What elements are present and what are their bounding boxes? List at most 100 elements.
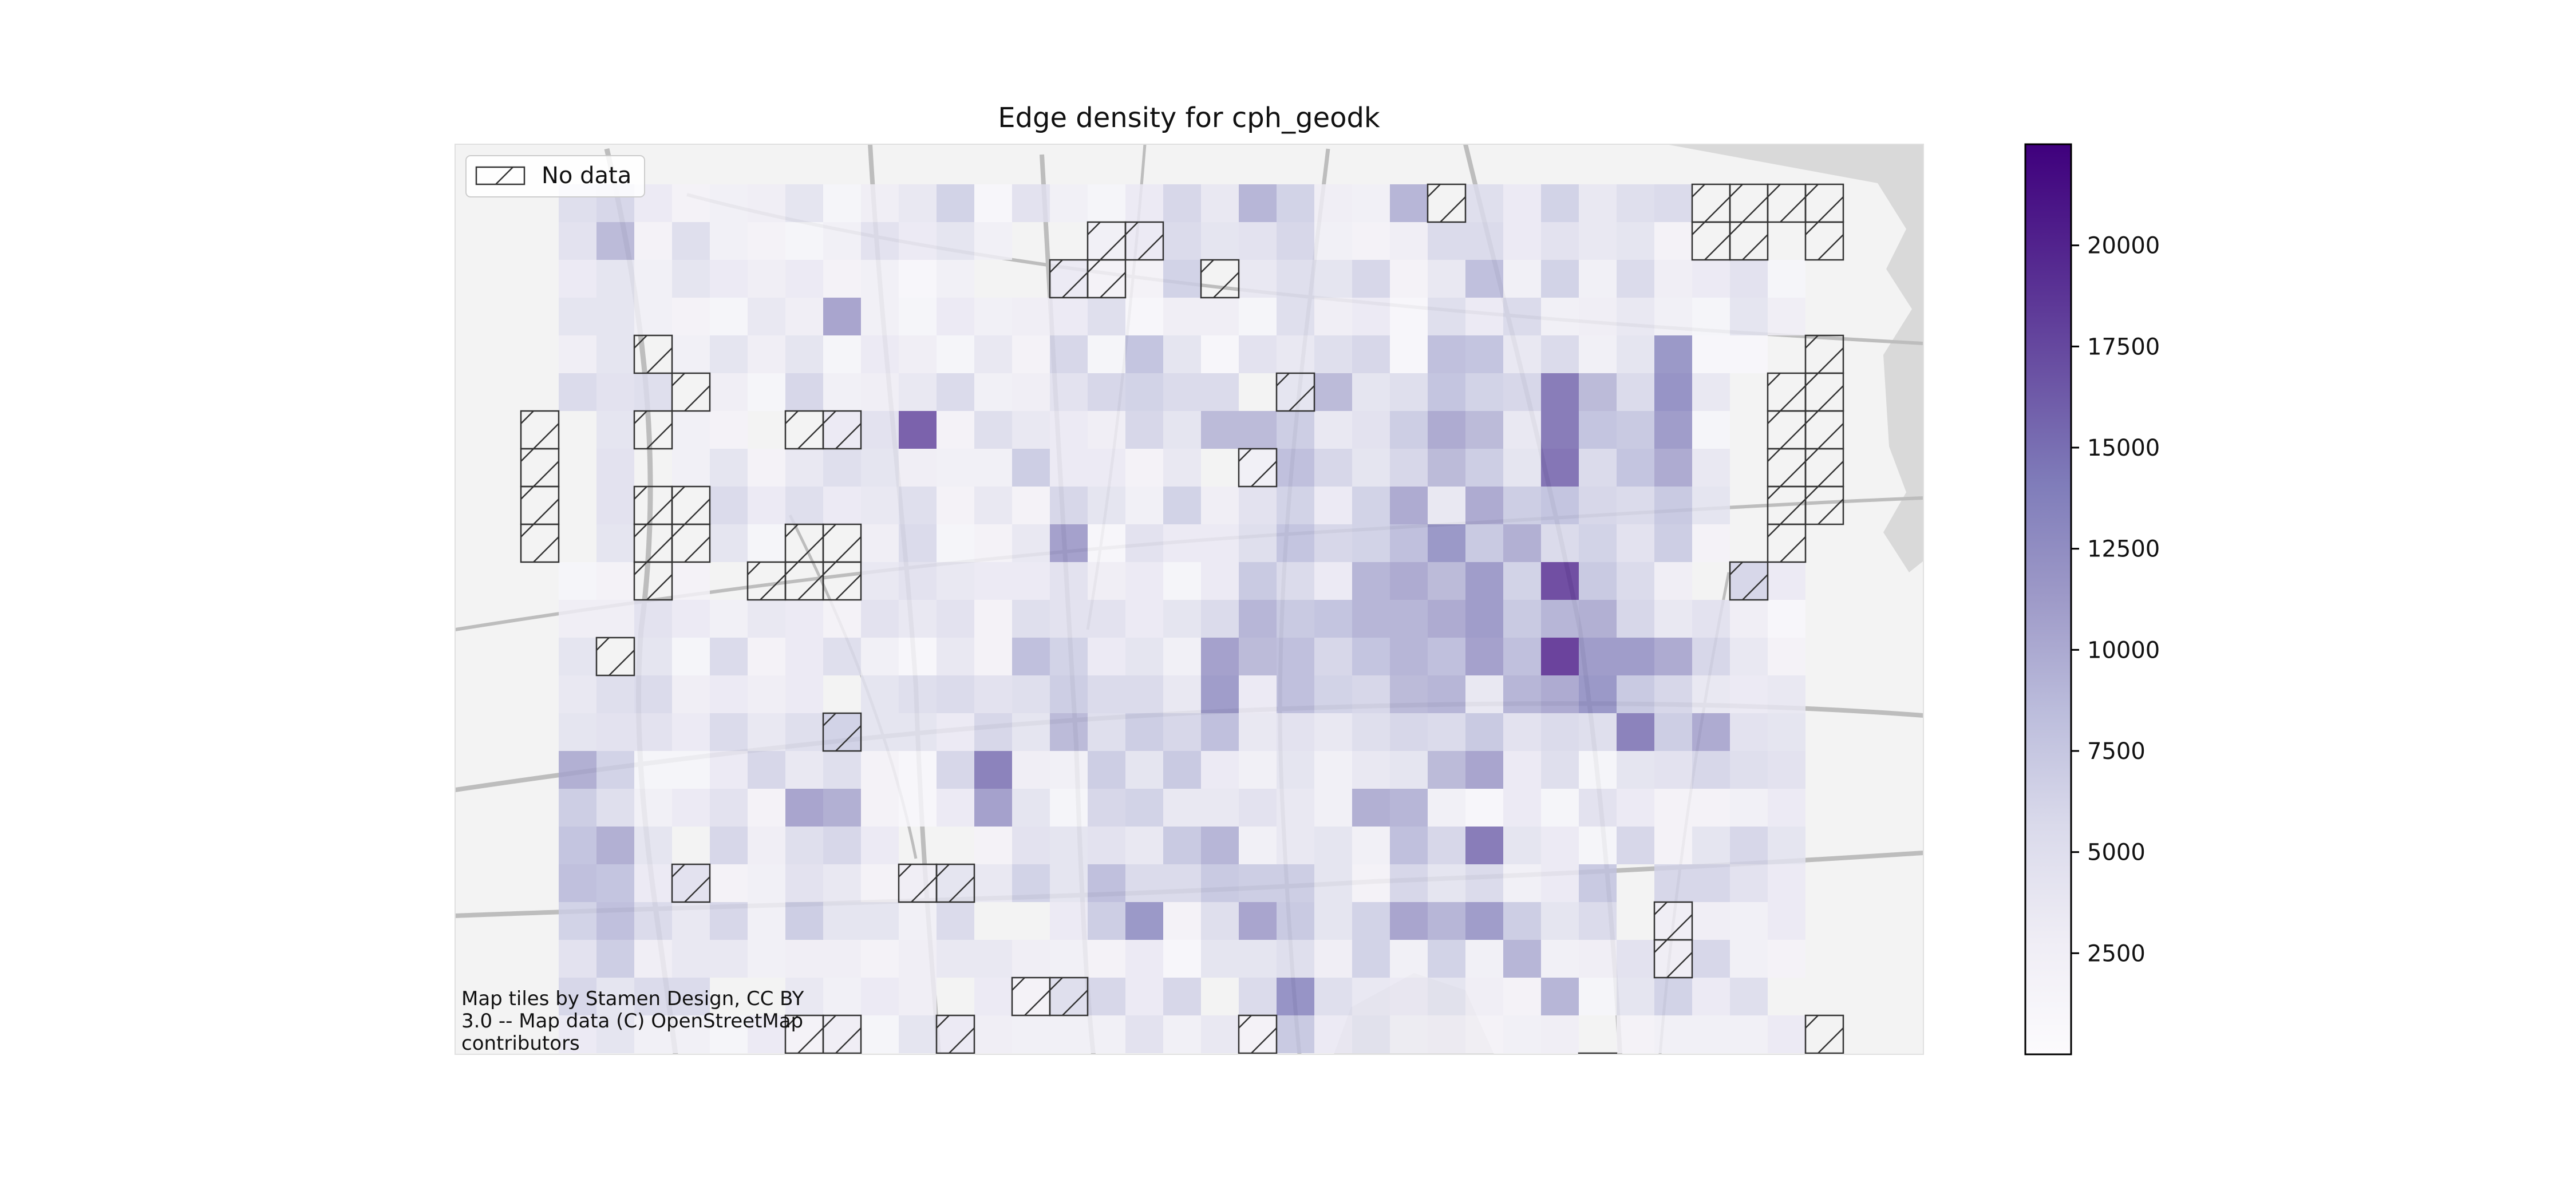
heatmap-cell bbox=[1088, 940, 1125, 978]
heatmap-cell bbox=[1768, 298, 1805, 335]
no-data-cell bbox=[784, 1014, 824, 1054]
heatmap-cell bbox=[785, 864, 823, 902]
heatmap-cell bbox=[785, 260, 823, 298]
heatmap-cell bbox=[596, 675, 634, 713]
heatmap-cell bbox=[1579, 675, 1617, 713]
heatmap-cell bbox=[974, 978, 1012, 1015]
heatmap-cell bbox=[1730, 940, 1768, 978]
heatmap-cell bbox=[596, 713, 634, 751]
heatmap-cell bbox=[1428, 411, 1465, 449]
heatmap-cell bbox=[937, 562, 974, 600]
heatmap-cell bbox=[899, 940, 937, 978]
heatmap-cell bbox=[596, 222, 634, 260]
heatmap-cell bbox=[1692, 411, 1730, 449]
no-data-cell bbox=[1804, 485, 1844, 525]
heatmap-cell bbox=[785, 298, 823, 335]
heatmap-cell bbox=[1390, 373, 1428, 411]
heatmap-cell bbox=[1428, 562, 1465, 600]
heatmap-cell bbox=[937, 487, 974, 524]
heatmap-cell bbox=[1012, 940, 1050, 978]
heatmap-cell bbox=[899, 638, 937, 675]
heatmap-cell bbox=[1428, 487, 1465, 524]
heatmap-cell bbox=[1390, 487, 1428, 524]
heatmap-cell bbox=[1125, 638, 1163, 675]
heatmap-cell bbox=[1768, 713, 1805, 751]
heatmap-cell bbox=[1768, 260, 1805, 298]
heatmap-cell bbox=[1390, 940, 1428, 978]
heatmap-cell bbox=[1503, 940, 1541, 978]
heatmap-cell bbox=[861, 827, 899, 864]
heatmap-cell bbox=[1239, 562, 1277, 600]
heatmap-cell bbox=[1390, 449, 1428, 487]
heatmap-cell bbox=[1692, 487, 1730, 524]
heatmap-cell bbox=[710, 373, 748, 411]
heatmap-cell bbox=[672, 978, 710, 1015]
heatmap-cell bbox=[672, 298, 710, 335]
no-data-cell bbox=[935, 863, 975, 903]
heatmap-cell bbox=[1163, 449, 1201, 487]
heatmap-cell bbox=[748, 1015, 785, 1053]
heatmap-cell bbox=[937, 638, 974, 675]
heatmap-cell bbox=[596, 411, 634, 449]
heatmap-cell bbox=[1503, 902, 1541, 940]
heatmap-cell bbox=[1730, 1015, 1768, 1053]
heatmap-cell bbox=[1352, 335, 1390, 373]
heatmap-cell bbox=[1579, 600, 1617, 638]
heatmap-cell bbox=[1617, 373, 1654, 411]
heatmap-cell bbox=[748, 713, 785, 751]
heatmap-cell bbox=[1390, 524, 1428, 562]
heatmap-cell bbox=[1088, 184, 1125, 222]
heatmap-cell bbox=[823, 789, 861, 827]
heatmap-cell bbox=[1239, 940, 1277, 978]
heatmap-cell bbox=[1163, 524, 1201, 562]
heatmap-cell bbox=[823, 600, 861, 638]
no-data-cell bbox=[633, 410, 673, 450]
no-data-cell bbox=[1729, 561, 1769, 601]
attribution-line-3: contributors bbox=[461, 1032, 580, 1055]
heatmap-cell bbox=[1541, 335, 1579, 373]
heatmap-cell bbox=[1617, 562, 1654, 600]
heatmap-cell bbox=[634, 864, 672, 902]
heatmap-cell bbox=[1163, 827, 1201, 864]
heatmap-cell bbox=[1012, 524, 1050, 562]
heatmap-cell bbox=[1692, 713, 1730, 751]
no-data-cell bbox=[822, 561, 862, 601]
heatmap-cell bbox=[823, 487, 861, 524]
heatmap-cell bbox=[1617, 184, 1654, 222]
heatmap-cell bbox=[596, 978, 634, 1015]
heatmap-cell bbox=[1503, 449, 1541, 487]
heatmap-cell bbox=[974, 487, 1012, 524]
heatmap-cell bbox=[1428, 940, 1465, 978]
heatmap-cell bbox=[1654, 298, 1692, 335]
heatmap-cell bbox=[1579, 713, 1617, 751]
heatmap-cell bbox=[974, 940, 1012, 978]
heatmap-cell bbox=[861, 222, 899, 260]
heatmap-cell bbox=[710, 600, 748, 638]
heatmap-cell bbox=[1390, 713, 1428, 751]
no-data-cell bbox=[1804, 221, 1844, 261]
heatmap-cell bbox=[1314, 373, 1352, 411]
heatmap-cell bbox=[1050, 902, 1088, 940]
heatmap-cell bbox=[861, 524, 899, 562]
heatmap-cell bbox=[1730, 751, 1768, 789]
heatmap-cell bbox=[1277, 827, 1314, 864]
heatmap-cell bbox=[1050, 1015, 1088, 1053]
heatmap-cell bbox=[899, 222, 937, 260]
colorbar-tick-label: 10000 bbox=[2087, 637, 2160, 663]
heatmap-cell bbox=[1541, 827, 1579, 864]
no-data-cell bbox=[784, 561, 824, 601]
heatmap-cell bbox=[1768, 902, 1805, 940]
heatmap-cell bbox=[899, 373, 937, 411]
heatmap-cell bbox=[974, 449, 1012, 487]
heatmap-cell bbox=[1239, 978, 1277, 1015]
heatmap-cell bbox=[748, 184, 785, 222]
heatmap-cell bbox=[634, 675, 672, 713]
no-data-cell bbox=[1578, 1052, 1618, 1054]
heatmap-cell bbox=[1465, 562, 1503, 600]
heatmap-cell bbox=[1428, 751, 1465, 789]
heatmap-cell bbox=[1277, 260, 1314, 298]
heatmap-cell bbox=[1277, 222, 1314, 260]
no-data-cell bbox=[1767, 183, 1807, 223]
heatmap-cell bbox=[861, 978, 899, 1015]
heatmap-cell bbox=[1768, 638, 1805, 675]
